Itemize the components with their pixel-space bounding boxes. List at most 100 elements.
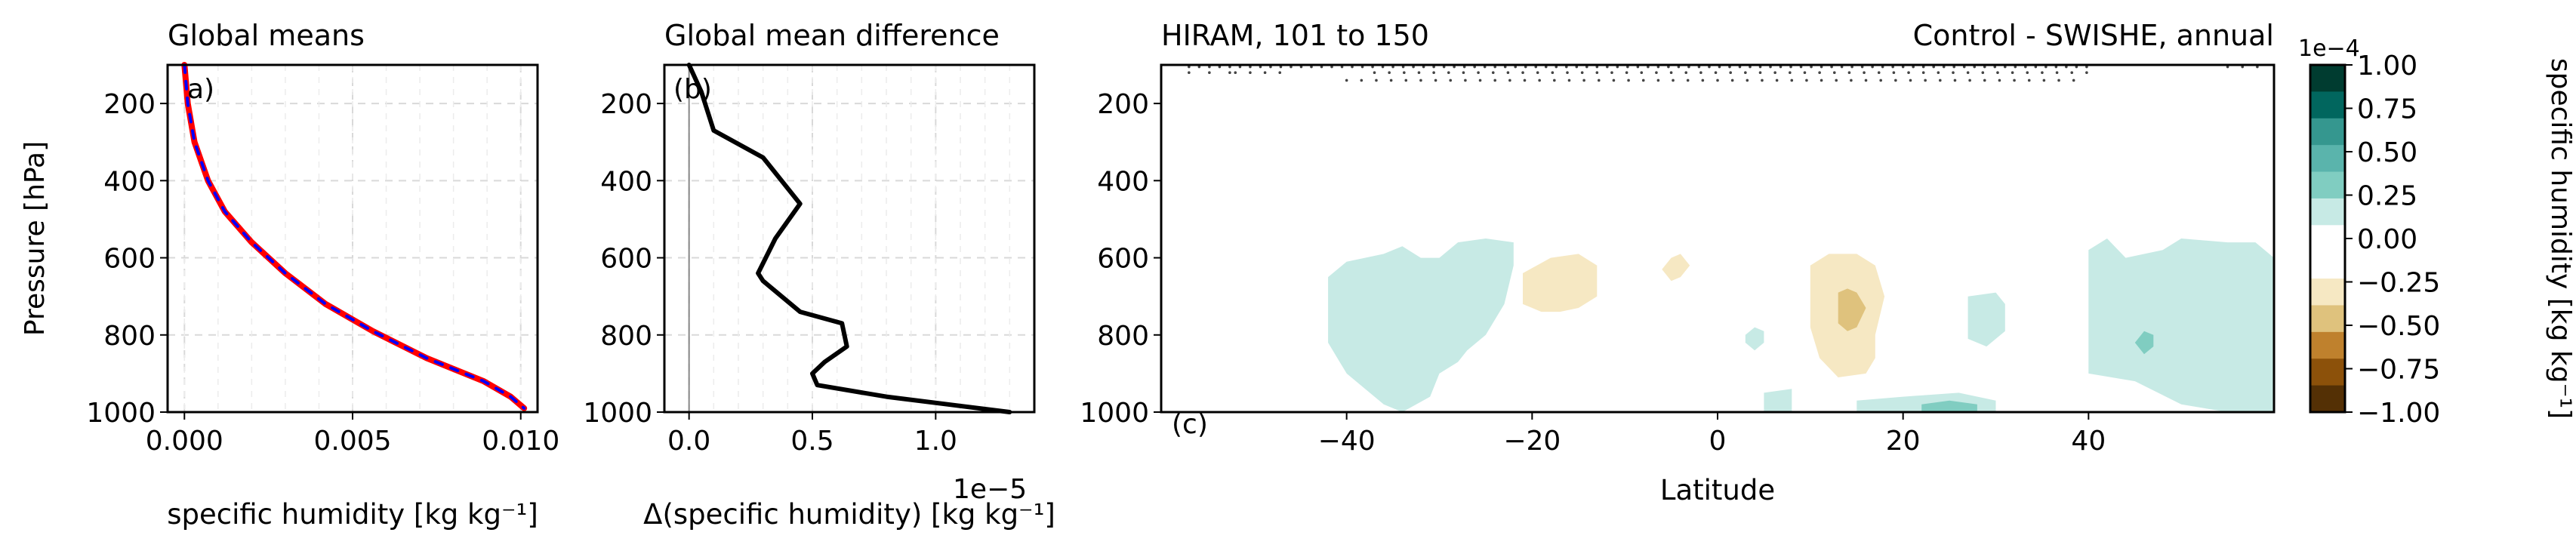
colorbar-ticks: 1.00 0.75 0.50 0.25 0.00 −0.25 −0.50 −0.75 −1.00 [2345, 51, 2440, 429]
xtick-label: 0.010 [482, 426, 559, 457]
contour-region-8 [2134, 331, 2154, 355]
panel-c-plot [1328, 238, 2274, 412]
stipple-dot [1371, 65, 1374, 69]
stipple-dot [1818, 71, 1821, 75]
stipple-dot [2075, 65, 2078, 69]
ytick-label: 200 [1097, 89, 1149, 120]
stipple-dot [1462, 65, 1466, 69]
stipple-dot [1249, 71, 1252, 75]
panel-b-offset-text: 1e−5 [953, 474, 1027, 505]
stipple-dot [1373, 71, 1376, 75]
panel-c-title-right: Control - SWISHE, annual [1913, 19, 2274, 52]
colorbar-tick-label: −0.75 [2357, 355, 2440, 386]
stipple-dot [1351, 65, 1354, 69]
colorbar-tick-label: 0.75 [2357, 94, 2417, 125]
contour-region-3 [1745, 327, 1764, 351]
stipple-dot [1524, 65, 1527, 69]
panel-c-significance-stipple [1188, 65, 2259, 82]
stipple-dot [1892, 71, 1896, 75]
stipple-dot [1656, 65, 1660, 69]
colorbar-level-6 [2310, 225, 2345, 253]
stipple-dot [1538, 78, 1541, 82]
stipple-dot [1687, 65, 1690, 69]
ytick-label: 200 [600, 89, 652, 120]
stipple-dot [1432, 65, 1435, 69]
stipple-dot [2044, 65, 2048, 69]
stipple-dot [1952, 65, 1956, 69]
stipple-dot [1626, 65, 1629, 69]
colorbar-level-3 [2310, 145, 2345, 173]
colorbar-level-12 [2310, 385, 2345, 413]
panel-c-label: (c) [1172, 409, 1208, 440]
stipple-dot [2241, 65, 2245, 69]
stipple-dot [2256, 65, 2259, 69]
panel-a-grid [168, 65, 538, 413]
stipple-dot [1523, 78, 1527, 82]
xtick-label: 0.0 [667, 426, 710, 457]
stipple-dot [1188, 71, 1191, 75]
stipple-dot [1389, 78, 1393, 82]
panel-a-title: Global means [168, 19, 365, 52]
stipple-dot [1810, 65, 1813, 69]
stipple-dot [1769, 65, 1772, 69]
panel-c-xlabel: Latitude [1660, 474, 1775, 506]
stipple-dot [2024, 65, 2027, 69]
stipple-dot [1491, 71, 1495, 75]
stipple-dot [2055, 71, 2059, 75]
stipple-dot [1422, 65, 1425, 69]
stipple-dot [1738, 65, 1742, 69]
panel-b-grid [664, 65, 1034, 413]
panel-b-frame [663, 63, 1036, 414]
panel-c: HIRAM, 101 to 150 Control - SWISHE, annu… [1080, 19, 2276, 506]
stipple-dot [1636, 65, 1640, 69]
xtick-label: 0.5 [790, 426, 834, 457]
stipple-dot [1477, 71, 1480, 75]
stipple-dot [1575, 65, 1579, 69]
stipple-dot [1820, 65, 1823, 69]
ytick-label: 1000 [86, 398, 156, 429]
contour-region-2 [1662, 254, 1690, 282]
stipple-dot [1860, 65, 1864, 69]
xtick-label: 1.0 [914, 426, 957, 457]
stipple-dot [1803, 71, 1807, 75]
series-line-0 [181, 62, 528, 411]
colorbar-level-1 [2310, 91, 2345, 119]
stipple-dot [1996, 71, 1999, 75]
ytick-label: 200 [103, 89, 156, 120]
stipple-dot [1228, 65, 1231, 69]
series-line-1 [183, 63, 526, 410]
stipple-dot [1269, 65, 1272, 69]
stipple-dot [1761, 78, 1764, 82]
stipple-dot [1835, 78, 1838, 82]
stipple-dot [1937, 71, 1940, 75]
colorbar-level-11 [2310, 359, 2345, 386]
ytick-label: 600 [1097, 244, 1149, 275]
stipple-dot [1758, 65, 1762, 69]
stipple-dot [2034, 65, 2038, 69]
stipple-dot [1667, 65, 1670, 69]
stipple-dot [1238, 65, 1242, 69]
stipple-dot [1718, 65, 1721, 69]
stipple-dot [1847, 71, 1851, 75]
stipple-dot [1447, 71, 1450, 75]
stipple-dot [1907, 71, 1910, 75]
stipple-dot [1381, 65, 1385, 69]
stipple-dot [1419, 78, 1422, 82]
xtick-label: 0.000 [146, 426, 223, 457]
stipple-dot [1686, 78, 1690, 82]
colorbar-tick-label: −0.50 [2357, 311, 2440, 342]
xtick-label: −20 [1503, 426, 1561, 457]
stipple-dot [1850, 78, 1853, 82]
stipple-dot [1701, 78, 1705, 82]
stipple-dot [1983, 65, 1986, 69]
stipple-dot [1403, 71, 1406, 75]
stipple-dot [1551, 71, 1555, 75]
stipple-dot [1310, 65, 1313, 69]
stipple-dot [1677, 65, 1681, 69]
panel-b-label: (b) [673, 74, 712, 105]
stipple-dot [1462, 71, 1465, 75]
stipple-dot [1345, 78, 1348, 82]
colorbar-tick-label: −1.00 [2357, 398, 2440, 429]
stipple-dot [1582, 78, 1585, 82]
